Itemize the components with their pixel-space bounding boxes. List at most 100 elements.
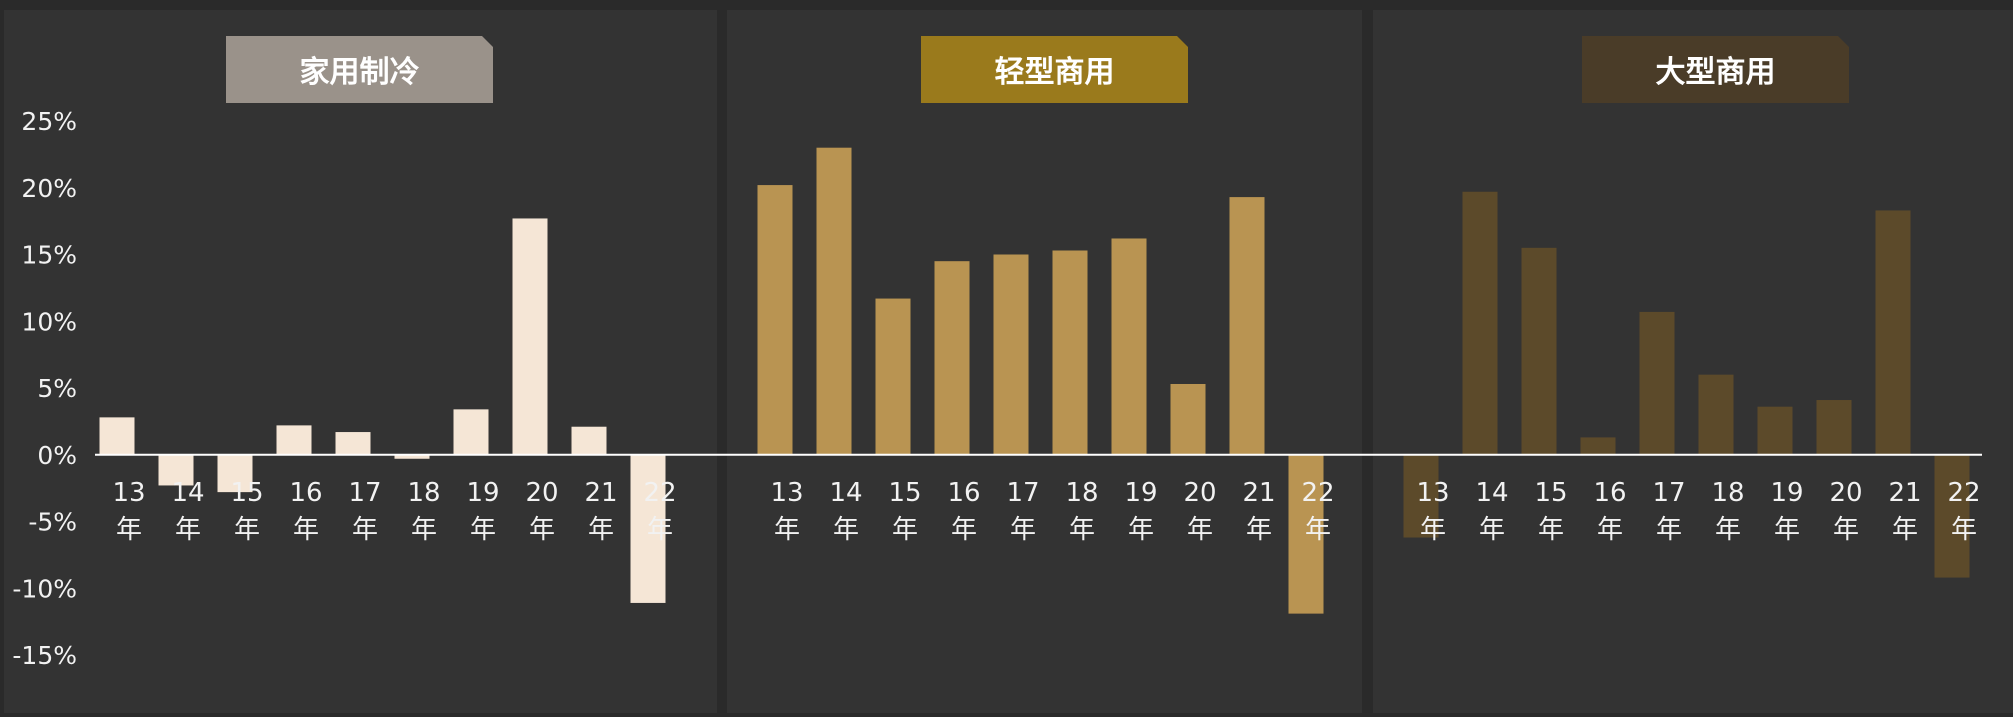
chart-title-2: 轻型商用	[995, 55, 1115, 90]
bar-3-1	[1403, 454, 1439, 538]
x-tick-label: 19 年	[1124, 478, 1157, 545]
bar-3-4	[1580, 437, 1616, 455]
x-tick-label: 22 年	[1947, 478, 1980, 545]
x-tick-label-unit: 年	[833, 515, 859, 545]
x-tick-label-unit: 年	[1479, 515, 1505, 545]
x-tick-label-number: 19	[466, 478, 499, 508]
x-tick-label-unit: 年	[352, 515, 378, 545]
x-tick-label: 13 年	[112, 478, 145, 545]
bar-1-4	[276, 425, 312, 455]
x-tick-label: 14 年	[171, 478, 204, 545]
x-tick-label-number: 21	[584, 478, 617, 508]
x-tick-label-number: 21	[1242, 478, 1275, 508]
bar-3-3	[1521, 247, 1557, 455]
x-tick-label: 15 年	[888, 478, 921, 545]
chart-title-box-2	[921, 36, 1188, 103]
x-tick-label: 22 年	[643, 478, 676, 545]
x-tick-label: 13 年	[770, 478, 803, 545]
x-tick-label-unit: 年	[1187, 515, 1213, 545]
x-tick-label-unit: 年	[647, 515, 673, 545]
bar-1-1	[99, 417, 135, 455]
x-tick-label-unit: 年	[116, 515, 142, 545]
x-tick-label-number: 21	[1888, 478, 1921, 508]
x-tick-label: 14 年	[1475, 478, 1508, 545]
x-tick-label-unit: 年	[1069, 515, 1095, 545]
x-tick-label-unit: 年	[529, 515, 555, 545]
x-tick-label-unit: 年	[774, 515, 800, 545]
y-tick-label: 20%	[21, 174, 77, 203]
x-tick-label-unit: 年	[470, 515, 496, 545]
x-tick-label: 18 年	[1711, 478, 1744, 545]
bar-3-10	[1934, 454, 1970, 578]
y-tick-label: -5%	[28, 508, 77, 537]
x-tick-label-number: 15	[1534, 478, 1567, 508]
x-tick-label: 16 年	[947, 478, 980, 545]
y-tick-label: -10%	[12, 574, 77, 603]
x-tick-label: 16 年	[1593, 478, 1626, 545]
chart-title-box-1	[226, 36, 493, 103]
x-tick-label-number: 20	[1829, 478, 1862, 508]
x-tick-label-unit: 年	[234, 515, 260, 545]
x-tick-label-number: 18	[407, 478, 440, 508]
x-tick-label-number: 14	[829, 478, 862, 508]
x-tick-label-unit: 年	[175, 515, 201, 545]
x-tick-label-number: 14	[171, 478, 204, 508]
x-tick-label: 17 年	[1006, 478, 1039, 545]
bars-layer	[99, 147, 1970, 614]
x-tick-label-number: 13	[1416, 478, 1449, 508]
x-tick-label-number: 18	[1065, 478, 1098, 508]
panel-background-1	[4, 10, 717, 713]
x-tick-label: 18 年	[1065, 478, 1098, 545]
bar-2-3	[875, 298, 911, 455]
x-tick-label: 13 年	[1416, 478, 1449, 545]
x-tick-label: 21 年	[584, 478, 617, 545]
x-tick-label-unit: 年	[951, 515, 977, 545]
x-tick-label: 20 年	[1829, 478, 1862, 545]
x-tick-label-number: 20	[1183, 478, 1216, 508]
x-tick-label-unit: 年	[1010, 515, 1036, 545]
x-tick-label-unit: 年	[1892, 515, 1918, 545]
x-tick-label-unit: 年	[293, 515, 319, 545]
x-tick-label-number: 20	[525, 478, 558, 508]
bar-2-1	[757, 185, 793, 455]
y-axis: 25% 20% 15% 10% 5% 0% -5% -10% -15%	[12, 107, 77, 670]
x-tick-label-unit: 年	[1538, 515, 1564, 545]
x-tick-label-number: 17	[1652, 478, 1685, 508]
bar-1-6	[394, 454, 430, 459]
x-tick-label-number: 16	[947, 478, 980, 508]
x-tick-label: 20 年	[525, 478, 558, 545]
x-tick-label-number: 22	[1301, 478, 1334, 508]
chart-title-3: 大型商用	[1656, 55, 1776, 90]
x-tick-label-unit: 年	[1656, 515, 1682, 545]
bar-1-9	[571, 426, 607, 455]
x-tick-label-unit: 年	[1774, 515, 1800, 545]
x-tick-label: 17 年	[1652, 478, 1685, 545]
x-tick-label: 22 年	[1301, 478, 1334, 545]
bar-2-2	[816, 147, 852, 455]
bar-1-5	[335, 432, 371, 455]
bar-1-8	[512, 218, 548, 455]
x-tick-label: 16 年	[289, 478, 322, 545]
x-tick-label: 21 年	[1242, 478, 1275, 545]
x-tick-label-unit: 年	[1951, 515, 1977, 545]
x-tick-label-number: 16	[289, 478, 322, 508]
x-tick-label: 18 年	[407, 478, 440, 545]
bar-3-7	[1757, 406, 1793, 455]
bar-2-5	[993, 254, 1029, 455]
x-tick-label: 15 年	[1534, 478, 1567, 545]
y-tick-label: -15%	[12, 641, 77, 670]
x-tick-label: 17 年	[348, 478, 381, 545]
chart-title-box-3	[1582, 36, 1849, 103]
y-tick-label: 5%	[37, 374, 77, 403]
bar-3-6	[1698, 374, 1734, 455]
x-tick-label-number: 15	[888, 478, 921, 508]
x-tick-label-unit: 年	[1305, 515, 1331, 545]
bar-1-7	[453, 409, 489, 455]
x-tick-label-unit: 年	[1597, 515, 1623, 545]
bar-1-3	[217, 454, 253, 493]
x-tick-label-unit: 年	[1833, 515, 1859, 545]
x-tick-label-number: 19	[1770, 478, 1803, 508]
x-tick-label: 21 年	[1888, 478, 1921, 545]
x-tick-label-number: 22	[1947, 478, 1980, 508]
